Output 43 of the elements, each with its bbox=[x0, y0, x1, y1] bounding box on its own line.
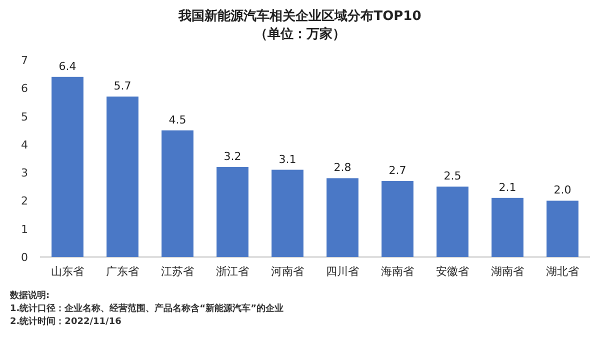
x-tick-label: 河南省 bbox=[271, 265, 304, 278]
x-tick-label: 广东省 bbox=[106, 265, 139, 278]
data-label: 2.5 bbox=[444, 170, 462, 183]
text: 2.统计时间：2022/11/16 bbox=[10, 316, 122, 327]
x-tick-label: 安徽省 bbox=[436, 265, 469, 278]
data-label: 3.1 bbox=[278, 152, 296, 166]
bar bbox=[326, 178, 358, 257]
bar bbox=[382, 181, 414, 257]
y-tick-label: 6 bbox=[21, 82, 28, 96]
data-label: 2.0 bbox=[554, 184, 572, 197]
bar bbox=[106, 96, 138, 257]
chart-subtitle: （单位：万家） bbox=[254, 26, 346, 42]
y-tick-label: 3 bbox=[21, 166, 28, 180]
bar bbox=[492, 198, 524, 257]
y-tick-label: 5 bbox=[21, 110, 28, 124]
data-label: 5.7 bbox=[114, 80, 132, 93]
bar bbox=[216, 166, 248, 257]
x-tick-label: 海南省 bbox=[381, 265, 414, 278]
bar bbox=[52, 76, 84, 257]
data-label: 4.5 bbox=[168, 113, 186, 126]
x-tick-label: 江苏省 bbox=[161, 265, 194, 278]
text: 1.统计口径：企业名称、经营范围、产品名称含“新能源汽车”的企业 bbox=[10, 303, 284, 314]
x-tick-label: 湖北省 bbox=[546, 265, 579, 278]
data-label: 6.4 bbox=[58, 60, 76, 73]
data-label: 2.7 bbox=[388, 164, 406, 178]
x-tick-label: 湖南省 bbox=[491, 265, 524, 278]
text: 数据说明: bbox=[9, 290, 50, 301]
data-label: 2.8 bbox=[334, 161, 352, 174]
bar bbox=[436, 186, 468, 257]
x-tick-label: 浙江省 bbox=[216, 265, 249, 278]
chart-title: 我国新能源汽车相关企业区域分布TOP10 bbox=[178, 8, 422, 24]
bar bbox=[162, 130, 194, 257]
bar bbox=[546, 200, 578, 257]
data-label: 3.2 bbox=[224, 150, 242, 163]
y-tick-label: 7 bbox=[21, 54, 28, 67]
bar bbox=[272, 170, 304, 257]
data-label: 2.1 bbox=[498, 180, 516, 194]
y-tick-label: 0 bbox=[21, 251, 28, 264]
y-tick-label: 2 bbox=[21, 194, 28, 208]
x-tick-label: 山东省 bbox=[51, 265, 84, 278]
y-tick-label: 4 bbox=[21, 138, 28, 152]
x-tick-label: 四川省 bbox=[326, 265, 359, 278]
y-tick-label: 1 bbox=[21, 222, 28, 236]
